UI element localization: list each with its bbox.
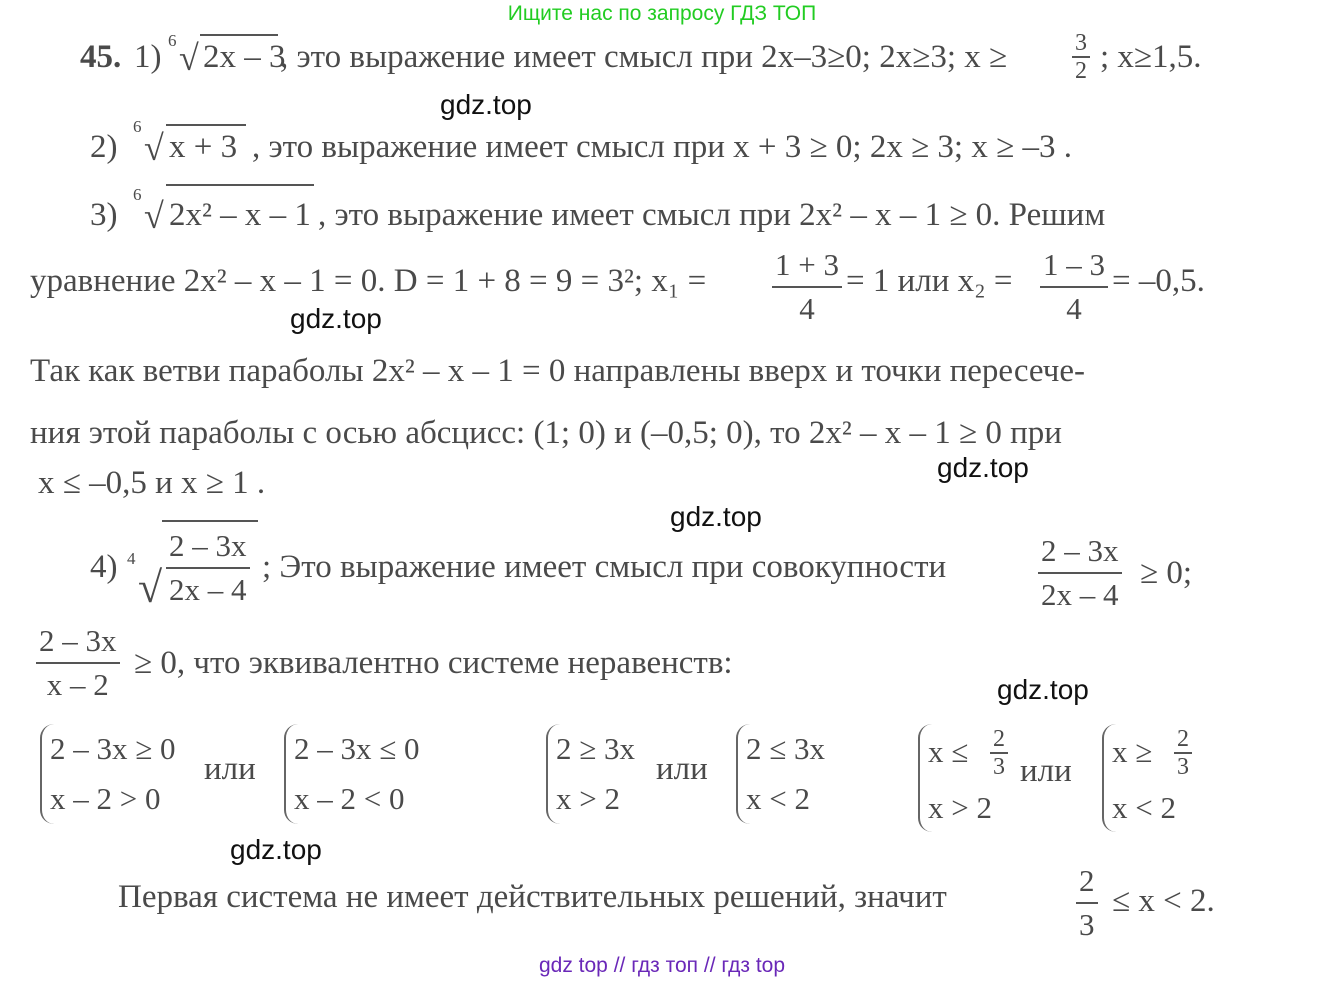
inequality-text: x ≤ [928,734,969,769]
watermark: gdz.top [290,303,382,334]
inequality: x > 2 [928,790,992,825]
inequality: 2 – 3x ≥ 0 [50,731,176,766]
watermark: gdz.top [937,452,1029,483]
radical-sign-icon: √ [144,196,164,236]
radicand: 2x² – x – 1 [169,197,311,233]
inequality-system: x ≤ 2 3 x > 2 [918,724,1008,832]
radicand: 2x – 3 [203,39,286,75]
or-word: или [204,751,256,787]
radical-bar [162,520,258,522]
text-line: = 1 или x₂ = [846,263,1013,299]
denominator: 2x – 4 [169,572,247,607]
numerator: 2 [1174,726,1192,754]
inequality: x ≥ 2 3 [1112,724,1192,780]
numerator: 1 – 3 [1040,244,1108,288]
text-line: ≥ 0, что эквивалентно системе неравенств… [134,645,733,681]
root-index: 4 [127,549,136,568]
radicand: x + 3 [169,129,238,165]
fraction: 2 – 3x x – 2 [36,620,120,706]
text-line: Так как ветви параболы 2x² – x – 1 = 0 н… [30,353,1085,389]
conclusion-text: Первая система не имеет действительных р… [118,879,947,915]
denominator: 2 [1075,58,1087,84]
header-banner: Ищите нас по запросу ГДЗ ТОП [507,2,817,25]
item-1-label: 1) [134,39,162,75]
fraction: 2 – 3x 2x – 4 [1038,530,1122,616]
inequality: 2 ≥ 3x [556,731,636,766]
inequality-system: 2 – 3x ≥ 0 x – 2 > 0 [40,724,176,824]
watermark: gdz.top [997,674,1089,705]
text-line: , это выражение имеет смысл при 2x² – x … [318,197,1106,233]
text-line: ; x≥1,5. [1100,39,1202,75]
numerator: 1 + 3 [772,244,842,288]
radical-bar [200,34,278,36]
text-line: = –0,5. [1112,263,1205,299]
or-word: или [656,751,708,787]
inequality: x ≤ 2 3 [928,724,1008,780]
denominator: 3 [1177,754,1189,780]
denominator: x – 2 [46,667,109,702]
inequality-system: x ≥ 2 3 x < 2 [1102,724,1192,832]
denominator: 3 [1079,907,1095,942]
inequality-system: 2 ≤ 3x x < 2 [736,724,825,824]
inequality-text: x ≥ [1112,734,1153,769]
text-line: уравнение 2x² – x – 1 = 0. D = 1 + 8 = 9… [30,263,707,299]
or-word: или [1020,753,1072,789]
radical-sign-icon: √ [144,128,164,168]
numerator: 2 [990,726,1008,754]
root-index: 6 [168,31,177,50]
item-3-label: 3) [90,197,118,233]
text-line: ≤ x < 2. [1112,883,1215,919]
denominator: 2x – 4 [1041,577,1119,612]
inequality: x < 2 [1112,790,1176,825]
watermark: gdz.top [230,834,322,865]
text-line: ; Это выражение имеет смысл при совокупн… [262,549,947,585]
radicand-fraction: 2 – 3x 2x – 4 [166,525,250,611]
item-2-label: 2) [90,129,118,165]
numerator: 2 – 3x [166,525,250,569]
footer-links[interactable]: gdz top // гдз топ // гдз top [538,954,786,977]
denominator: 4 [799,291,815,326]
problem-number: 45. [80,39,122,75]
numerator: 2 – 3x [36,620,120,664]
text-line: , это выражение имеет смысл при 2x–3≥0; … [280,39,1008,75]
radical-bar [166,124,246,126]
numerator: 3 [1072,30,1090,58]
inequality: x > 2 [556,781,620,816]
text-line: ≥ 0; [1140,555,1193,591]
inequality: x – 2 < 0 [294,781,405,816]
inequality-system: 2 – 3x ≤ 0 x – 2 < 0 [284,724,420,824]
denominator: 3 [993,754,1005,780]
denominator: 4 [1066,291,1082,326]
inequality-system: 2 ≥ 3x x > 2 [546,724,635,824]
radical-sign-icon: √ [179,38,199,78]
watermark: gdz.top [440,89,532,120]
radical-sign-icon: √ [138,563,163,612]
watermark: gdz.top [670,501,762,532]
item-4-label: 4) [90,549,118,585]
inequality: x < 2 [746,781,810,816]
root-index: 6 [133,185,142,204]
numerator: 2 – 3x [1038,530,1122,574]
root-index: 6 [133,117,142,136]
text-line: x ≤ –0,5 и x ≥ 1 . [38,465,266,501]
radical-bar [166,184,314,186]
inequality: 2 ≤ 3x [746,731,826,766]
numerator: 2 [1076,860,1098,904]
inequality: 2 – 3x ≤ 0 [294,731,420,766]
inequality: x – 2 > 0 [50,781,161,816]
text-line: ния этой параболы с осью абсцисс: (1; 0)… [30,415,1062,451]
text-line: , это выражение имеет смысл при x + 3 ≥ … [252,129,1072,165]
